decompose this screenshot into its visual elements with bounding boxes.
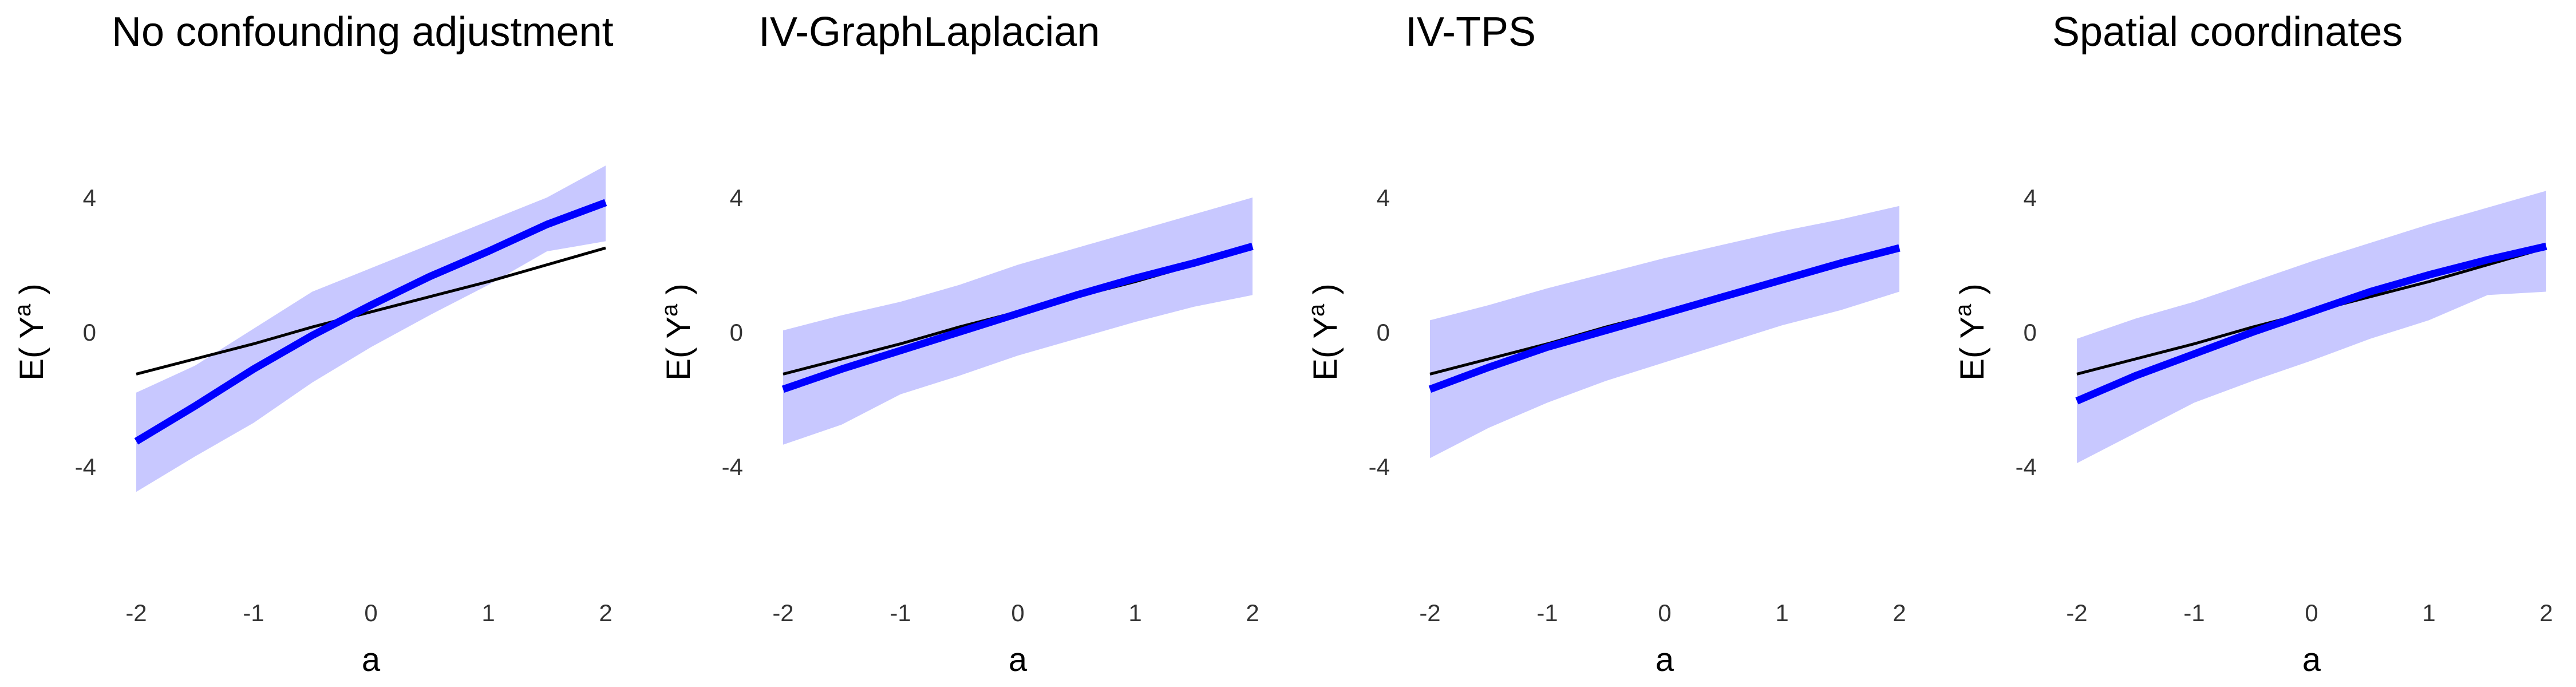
x-tick-label: 2 xyxy=(599,599,612,626)
x-tick-label: 0 xyxy=(1011,599,1024,626)
y-axis-label: E( Ya ) xyxy=(1951,283,1991,380)
x-tick-label: 2 xyxy=(2539,599,2553,626)
x-tick-label: -1 xyxy=(890,599,911,626)
x-tick-label: 0 xyxy=(364,599,377,626)
x-tick-label: -2 xyxy=(2066,599,2087,626)
y-tick-label: 4 xyxy=(1377,184,1390,211)
x-tick-label: 1 xyxy=(481,599,495,626)
x-axis-label: a xyxy=(1009,641,1028,678)
x-axis-label: a xyxy=(2302,641,2321,678)
panel-title: Spatial coordinates xyxy=(2052,9,2403,55)
x-tick-label: 2 xyxy=(1246,599,1259,626)
y-axis-label: E( Ya ) xyxy=(10,283,50,380)
estimate-curve-line xyxy=(2075,242,2547,405)
y-tick-label: 4 xyxy=(83,184,96,211)
y-tick-label: 4 xyxy=(2024,184,2037,211)
y-tick-label: 0 xyxy=(2024,319,2037,346)
y-tick-label: -4 xyxy=(75,453,96,480)
x-tick-label: -1 xyxy=(2183,599,2204,626)
x-tick-label: -1 xyxy=(243,599,264,626)
chart-panel-3: IV-TPS -4 0 4 -2 -1 0 1 2 a E( Ya ) xyxy=(1304,9,1906,678)
y-tick-label: 0 xyxy=(83,319,96,346)
x-axis-label: a xyxy=(1656,641,1674,678)
x-tick-label: -2 xyxy=(772,599,793,626)
estimate-curve-line xyxy=(781,242,1254,393)
confidence-band xyxy=(1430,206,1899,459)
x-tick-label: 0 xyxy=(2305,599,2318,626)
x-tick-label: 1 xyxy=(1128,599,1141,626)
confidence-band xyxy=(783,198,1253,445)
x-tick-label: 1 xyxy=(1775,599,1788,626)
y-tick-label: 0 xyxy=(1377,319,1390,346)
confidence-band xyxy=(136,165,606,492)
chart-panel-1: No confounding adjustment -4 0 4 -2 -1 0 1 2 a E( … xyxy=(10,9,614,678)
panel-title: No confounding adjustment xyxy=(112,9,614,55)
x-axis-label: a xyxy=(362,641,381,678)
y-axis-label: E( Ya ) xyxy=(657,283,697,380)
y-tick-label: 0 xyxy=(730,319,743,346)
panel-title: IV-GraphLaplacian xyxy=(758,9,1100,55)
x-tick-label: -2 xyxy=(1419,599,1440,626)
y-tick-label: -4 xyxy=(2016,453,2037,480)
estimate-curve-line xyxy=(134,199,607,445)
true-curve-line xyxy=(136,246,606,376)
y-tick-label: -4 xyxy=(722,453,743,480)
y-tick-label: -4 xyxy=(1369,453,1390,480)
y-axis-label: E( Ya ) xyxy=(1304,283,1344,380)
y-tick-label: 4 xyxy=(730,184,743,211)
chart-panel-2: IV-GraphLaplacian -4 0 4 -2 -1 0 1 2 a E( Ya ) xyxy=(657,9,1259,678)
x-tick-label: 0 xyxy=(1658,599,1671,626)
chart-panel-4: Spatial coordinates -4 0 4 -2 -1 0 1 2 a E( Ya ) xyxy=(1951,9,2553,678)
estimate-curve-line xyxy=(1428,244,1901,393)
panel-title: IV-TPS xyxy=(1405,9,1536,55)
x-tick-label: 2 xyxy=(1893,599,1906,626)
x-tick-label: -1 xyxy=(1536,599,1558,626)
x-tick-label: 1 xyxy=(2422,599,2435,626)
x-tick-label: -2 xyxy=(125,599,147,626)
confidence-band xyxy=(2077,191,2546,464)
